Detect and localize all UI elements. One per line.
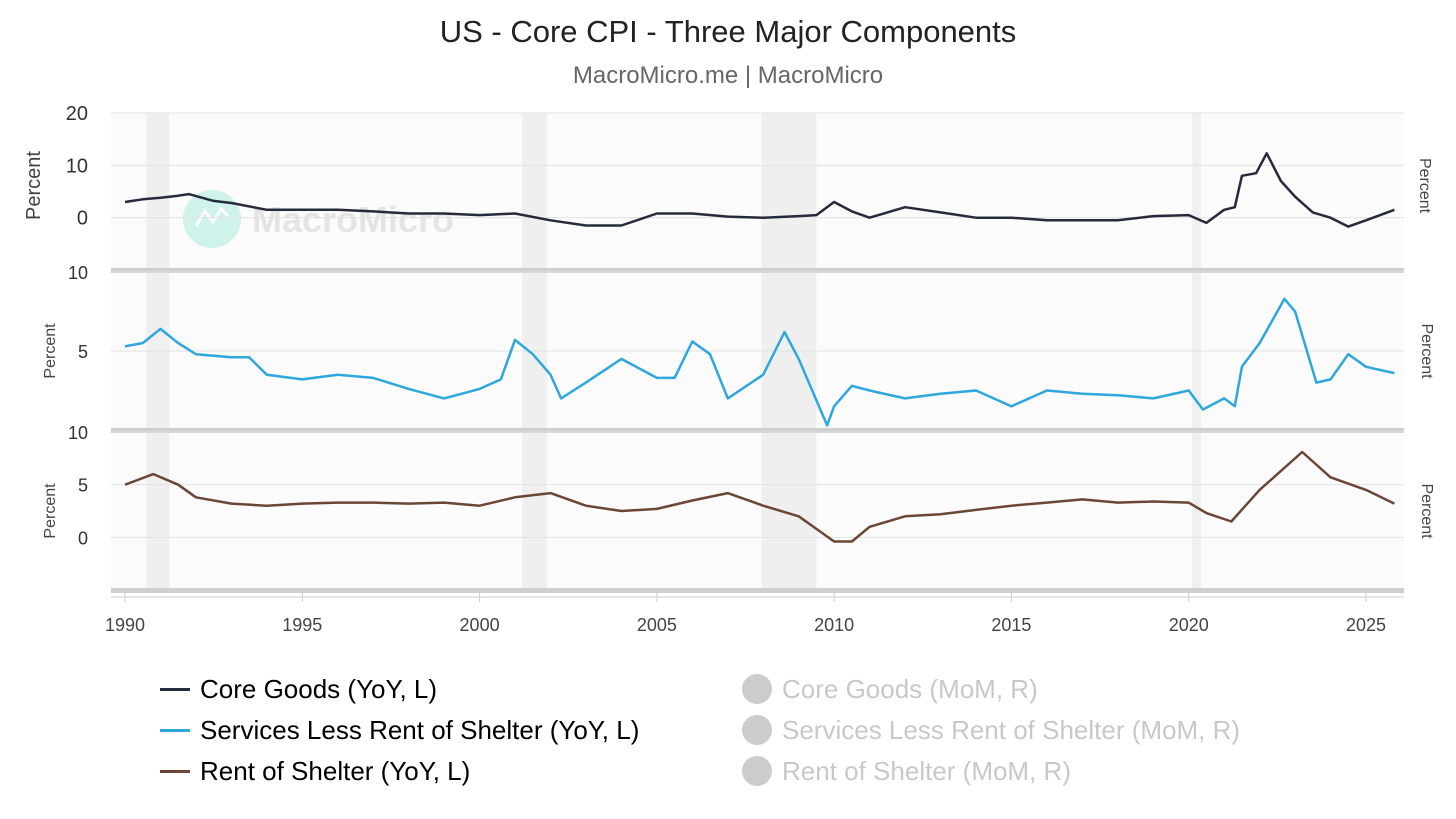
watermark-logo-icon xyxy=(194,206,230,227)
y-axis-label-left: Percent xyxy=(42,483,59,539)
legend-item-rent-yoy[interactable]: Rent of Shelter (YoY, L) xyxy=(160,751,470,791)
panel-separator xyxy=(111,268,1404,273)
x-tick-label: 2005 xyxy=(637,615,677,635)
chart-subtitle: MacroMicro.me | MacroMicro xyxy=(572,62,884,89)
x-tick-label: 1995 xyxy=(282,615,322,635)
legend-label: Core Goods (MoM, R) xyxy=(782,673,1038,704)
legend-item-rent-mom[interactable]: Rent of Shelter (MoM, R) xyxy=(742,751,1071,791)
legend-label: Core Goods (YoY, L) xyxy=(200,673,438,704)
y-axis-label-right: Percent xyxy=(1418,483,1435,539)
legend-label: Rent of Shelter (YoY, L) xyxy=(200,755,471,786)
y-axis-label-right: Percent xyxy=(1418,323,1435,379)
watermark-logo-icon xyxy=(183,190,241,248)
y-tick-label: 20 xyxy=(66,103,88,125)
y-tick-label: 10 xyxy=(68,263,88,283)
legend-disabled-dot-icon xyxy=(742,674,772,704)
legend-disabled-dot-icon xyxy=(742,715,772,745)
legend-disabled-dot-icon xyxy=(742,756,772,786)
watermark: MacroMicro xyxy=(183,190,454,248)
series-line-rent-of-shelter-yoy-l- xyxy=(124,450,1395,543)
legend-item-services-mom[interactable]: Services Less Rent of Shelter (MoM, R) xyxy=(742,710,1240,750)
y-axis-label-left: Percent xyxy=(23,151,45,220)
legend-item-core-goods-mom[interactable]: Core Goods (MoM, R) xyxy=(742,669,1038,709)
y-axis-label-right: Percent xyxy=(1416,158,1433,214)
y-tick-label: 10 xyxy=(68,423,88,443)
legend-swatch xyxy=(160,687,190,691)
x-tick-label: 2000 xyxy=(460,615,500,635)
watermark-text: MacroMicro xyxy=(252,199,454,240)
y-tick-label: 0 xyxy=(78,528,88,548)
panel-separator xyxy=(111,588,1404,593)
chart-title: US - Core CPI - Three Major Components xyxy=(439,14,1017,49)
legend-label: Services Less Rent of Shelter (MoM, R) xyxy=(782,714,1241,745)
legend-label: Services Less Rent of Shelter (YoY, L) xyxy=(200,714,640,745)
legend-label: Rent of Shelter (MoM, R) xyxy=(782,755,1071,786)
x-tick-label: 2015 xyxy=(991,615,1031,635)
x-tick-label: 2010 xyxy=(814,615,854,635)
y-tick-label: 0 xyxy=(77,208,88,230)
x-tick-label: 2025 xyxy=(1346,615,1386,635)
legend-item-services-yoy[interactable]: Services Less Rent of Shelter (YoY, L) xyxy=(160,710,639,750)
series-line-core-goods-yoy-l- xyxy=(124,152,1395,228)
x-tick-label: 1990 xyxy=(105,615,145,635)
panel-separator xyxy=(111,428,1404,433)
legend-swatch xyxy=(160,728,190,732)
y-tick-label: 5 xyxy=(78,342,88,362)
y-tick-label: 10 xyxy=(66,155,88,177)
x-tick-label: 2020 xyxy=(1169,615,1209,635)
legend-swatch xyxy=(160,769,190,773)
legend-item-core-goods-yoy[interactable]: Core Goods (YoY, L) xyxy=(160,669,437,709)
series-line-services-less-rent-of-shelter-yoy-l- xyxy=(124,297,1395,427)
y-tick-label: 5 xyxy=(78,476,88,496)
panel-background xyxy=(111,113,1404,270)
panel-background xyxy=(111,432,1404,590)
y-axis-label-left: Percent xyxy=(42,323,59,379)
